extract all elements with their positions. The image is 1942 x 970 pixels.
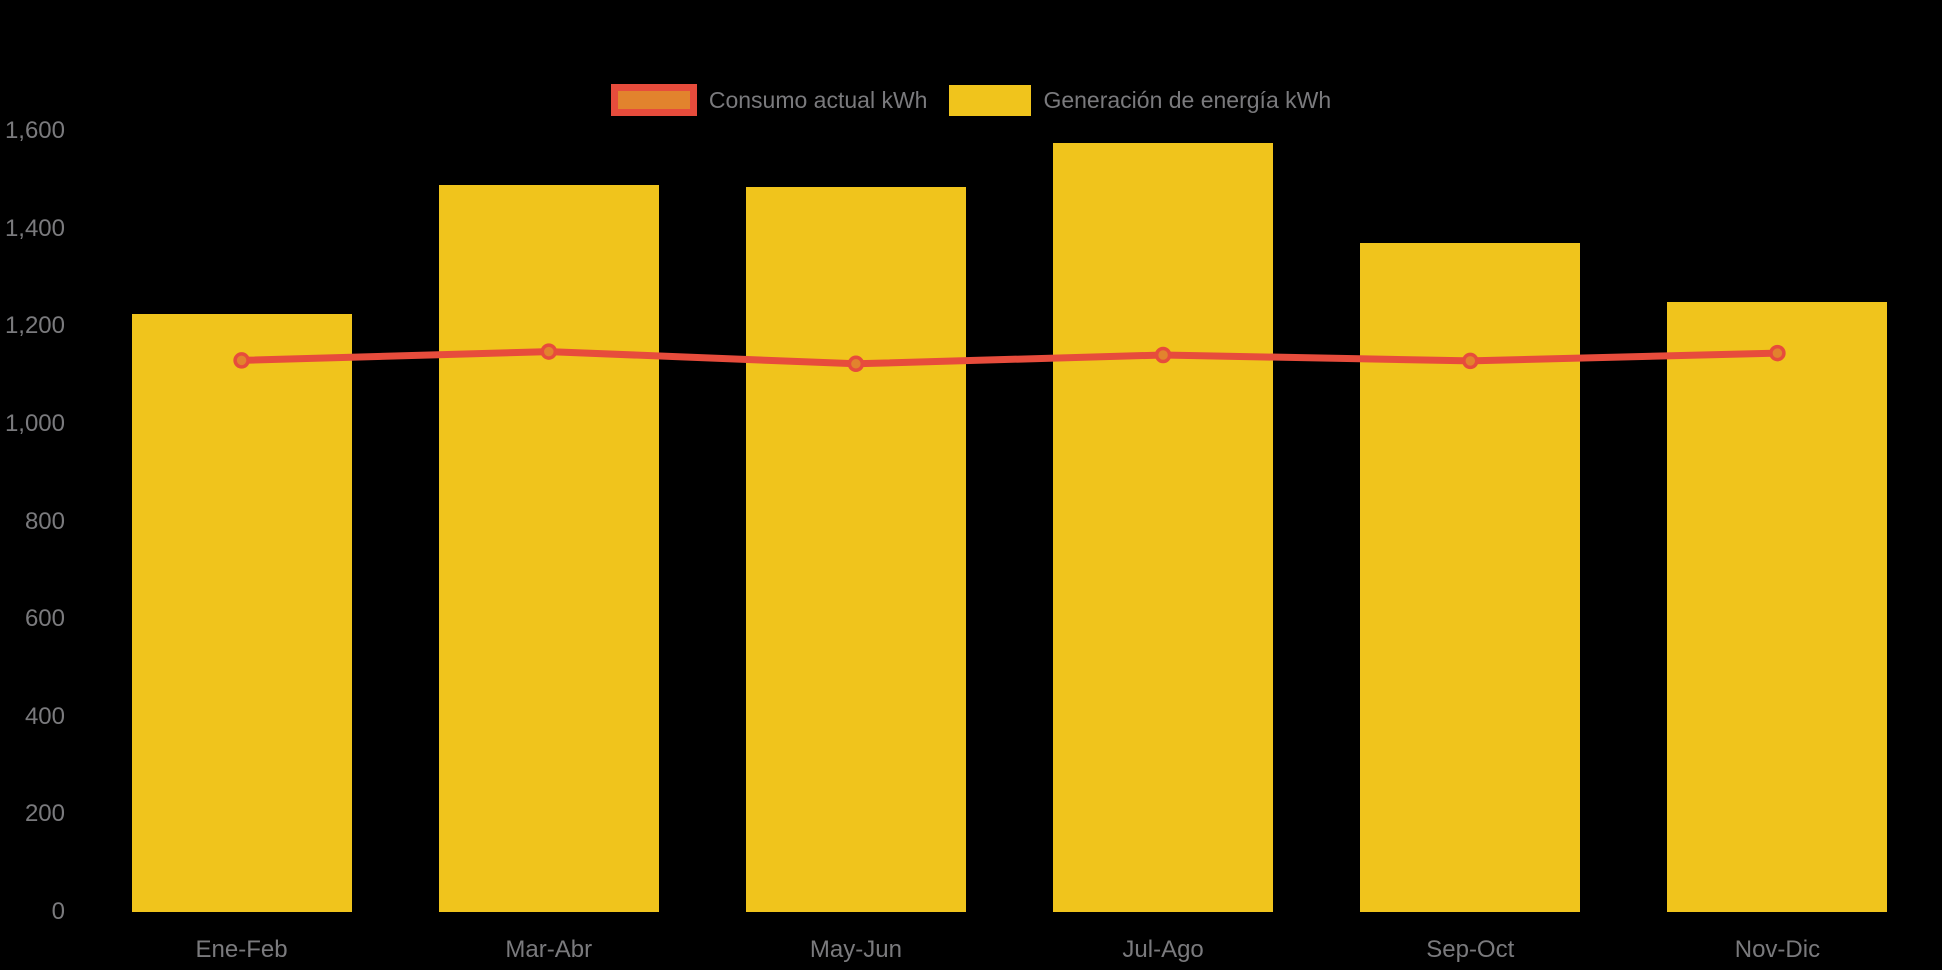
x-axis-tick-label: Nov-Dic [1734,936,1821,963]
legend-item-generacion[interactable]: Generación de energía kWh [949,84,1332,116]
x-axis-tick-label: Sep-Oct [1426,936,1515,963]
bar-generacion-ene-feb[interactable] [131,314,352,912]
consumo-point-may-jun[interactable] [847,355,865,373]
x-axis-tick-label: May-Jun [809,936,902,963]
x-axis-tick-label: Jul-Ago [1122,936,1204,963]
y-axis-tick-label: 400 [24,702,65,730]
y-axis-tick-label: 1,200 [4,312,65,340]
bar-generacion-mar-abr[interactable] [438,184,659,912]
consumo-point-sep-oct[interactable] [1462,352,1479,370]
legend-swatch-consumo-icon [610,84,697,116]
y-axis-tick-label: 1,400 [4,214,65,242]
legend-item-consumo[interactable]: Consumo actual kWh [610,84,928,116]
bar-generacion-may-jun[interactable] [745,187,966,912]
y-axis-tick-label: 200 [24,800,65,828]
consumo-point-jul-ago[interactable] [1154,346,1172,364]
y-axis-tick-label: 1,600 [4,117,65,144]
y-axis-tick-label: 600 [24,605,65,633]
legend-label-consumo: Consumo actual kWh [708,86,928,113]
bar-generacion-nov-dic[interactable] [1667,301,1888,912]
y-axis-tick-label: 0 [51,898,65,925]
consumo-point-ene-feb[interactable] [233,352,250,369]
y-axis-tick-label: 1,000 [4,409,65,437]
legend-label-generacion: Generación de energía kWh [1043,86,1332,113]
chart-legend: Consumo actual kWh Generación de energía… [0,84,1942,116]
legend-swatch-generacion-icon [949,84,1032,116]
y-axis-tick-label: 800 [24,507,65,535]
consumo-line [238,348,1781,368]
x-axis-tick-label: Ene-Feb [195,936,288,963]
x-axis-tick-label: Mar-Abr [505,936,593,963]
consumo-point-nov-dic[interactable] [1769,344,1786,362]
consumo-point-mar-abr[interactable] [540,343,558,360]
bar-generacion-jul-ago[interactable] [1053,143,1274,912]
